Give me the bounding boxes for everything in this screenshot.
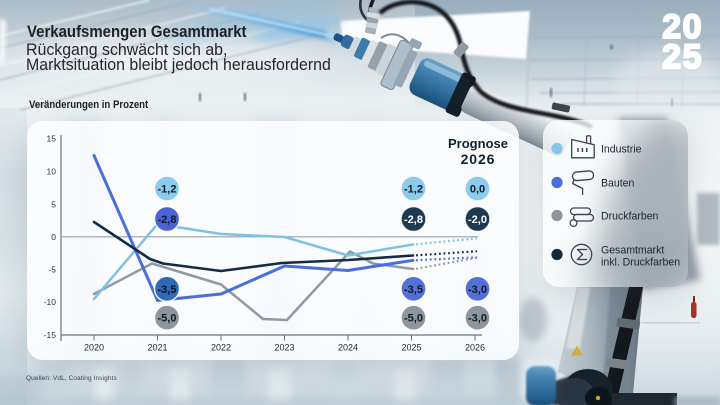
svg-text:Bauten: Bauten: [601, 177, 634, 189]
svg-text:-1,2: -1,2: [404, 184, 423, 196]
svg-text:-15: -15: [44, 330, 57, 340]
svg-text:-2,0: -2,0: [468, 214, 487, 226]
svg-text:2026: 2026: [465, 343, 485, 353]
svg-text:2020: 2020: [84, 343, 104, 353]
svg-text:-10: -10: [44, 297, 57, 307]
svg-text:10: 10: [47, 166, 57, 176]
svg-text:-3,5: -3,5: [404, 284, 423, 296]
svg-text:0,0: 0,0: [470, 184, 485, 196]
svg-text:2022: 2022: [211, 343, 231, 353]
svg-text:-2,8: -2,8: [404, 214, 423, 226]
svg-text:2021: 2021: [147, 343, 167, 353]
svg-text:2025: 2025: [401, 343, 421, 353]
svg-text:2024: 2024: [338, 343, 358, 353]
svg-text:15: 15: [47, 134, 57, 144]
svg-text:-3,0: -3,0: [468, 313, 487, 325]
svg-text:-3,0: -3,0: [468, 284, 487, 296]
svg-text:Industrie: Industrie: [601, 143, 641, 155]
svg-text:Druckfarben: Druckfarben: [601, 210, 658, 222]
svg-text:-3,5: -3,5: [158, 284, 177, 296]
svg-text:0: 0: [51, 232, 56, 242]
svg-text:-5,0: -5,0: [158, 313, 177, 325]
svg-text:-2,8: -2,8: [158, 214, 177, 226]
svg-text:5: 5: [51, 199, 56, 209]
svg-text:inkl. Druckfarben: inkl. Druckfarben: [601, 256, 680, 268]
svg-text:-5,0: -5,0: [404, 313, 423, 325]
svg-text:2023: 2023: [274, 343, 294, 353]
svg-text:-1,2: -1,2: [158, 184, 177, 196]
svg-text:Gesamtmarkt: Gesamtmarkt: [601, 244, 664, 256]
svg-text:-5: -5: [48, 264, 56, 274]
